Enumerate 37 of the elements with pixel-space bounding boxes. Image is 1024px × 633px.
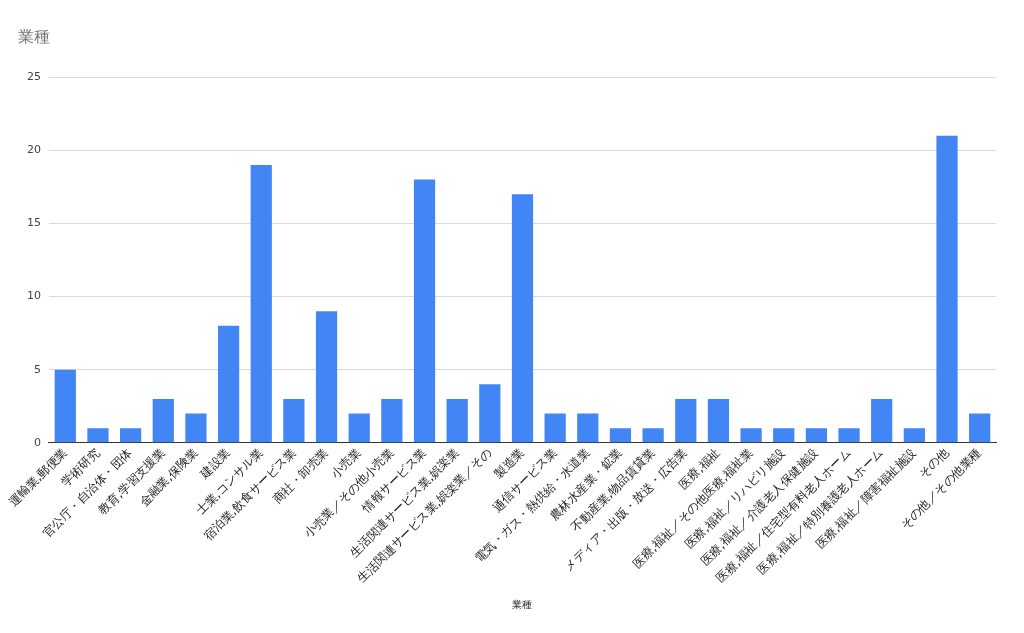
y-tick-label: 10 bbox=[26, 289, 41, 303]
bar bbox=[936, 135, 958, 443]
y-tick-label: 0 bbox=[33, 435, 41, 449]
bar bbox=[315, 311, 338, 443]
bar bbox=[446, 398, 468, 443]
bar bbox=[577, 413, 599, 443]
bar bbox=[740, 428, 762, 443]
bar bbox=[805, 428, 827, 443]
y-tick-label: 25 bbox=[26, 70, 41, 84]
bar bbox=[969, 413, 991, 443]
bar bbox=[838, 428, 860, 443]
bar bbox=[185, 413, 207, 443]
bar bbox=[250, 164, 272, 443]
bar bbox=[544, 413, 566, 443]
chart-title: 業種 bbox=[18, 26, 50, 46]
bar bbox=[381, 398, 403, 443]
bar bbox=[87, 428, 109, 443]
bar bbox=[773, 428, 795, 443]
bar bbox=[348, 413, 370, 443]
bar bbox=[675, 398, 697, 443]
y-tick-label: 15 bbox=[26, 216, 41, 230]
bar bbox=[609, 428, 632, 443]
bar bbox=[871, 398, 893, 443]
bar bbox=[642, 428, 664, 443]
bar bbox=[413, 179, 436, 443]
bar bbox=[479, 384, 501, 443]
bar bbox=[511, 194, 534, 443]
bar bbox=[903, 428, 925, 443]
y-tick-label: 5 bbox=[33, 362, 41, 376]
bar bbox=[152, 398, 174, 443]
x-axis-title: 業種 bbox=[512, 598, 533, 610]
bar bbox=[217, 325, 240, 443]
bar bbox=[120, 428, 142, 443]
bar bbox=[707, 398, 730, 443]
bar bbox=[283, 398, 305, 443]
bar bbox=[54, 369, 76, 443]
y-tick-label: 20 bbox=[26, 143, 41, 157]
